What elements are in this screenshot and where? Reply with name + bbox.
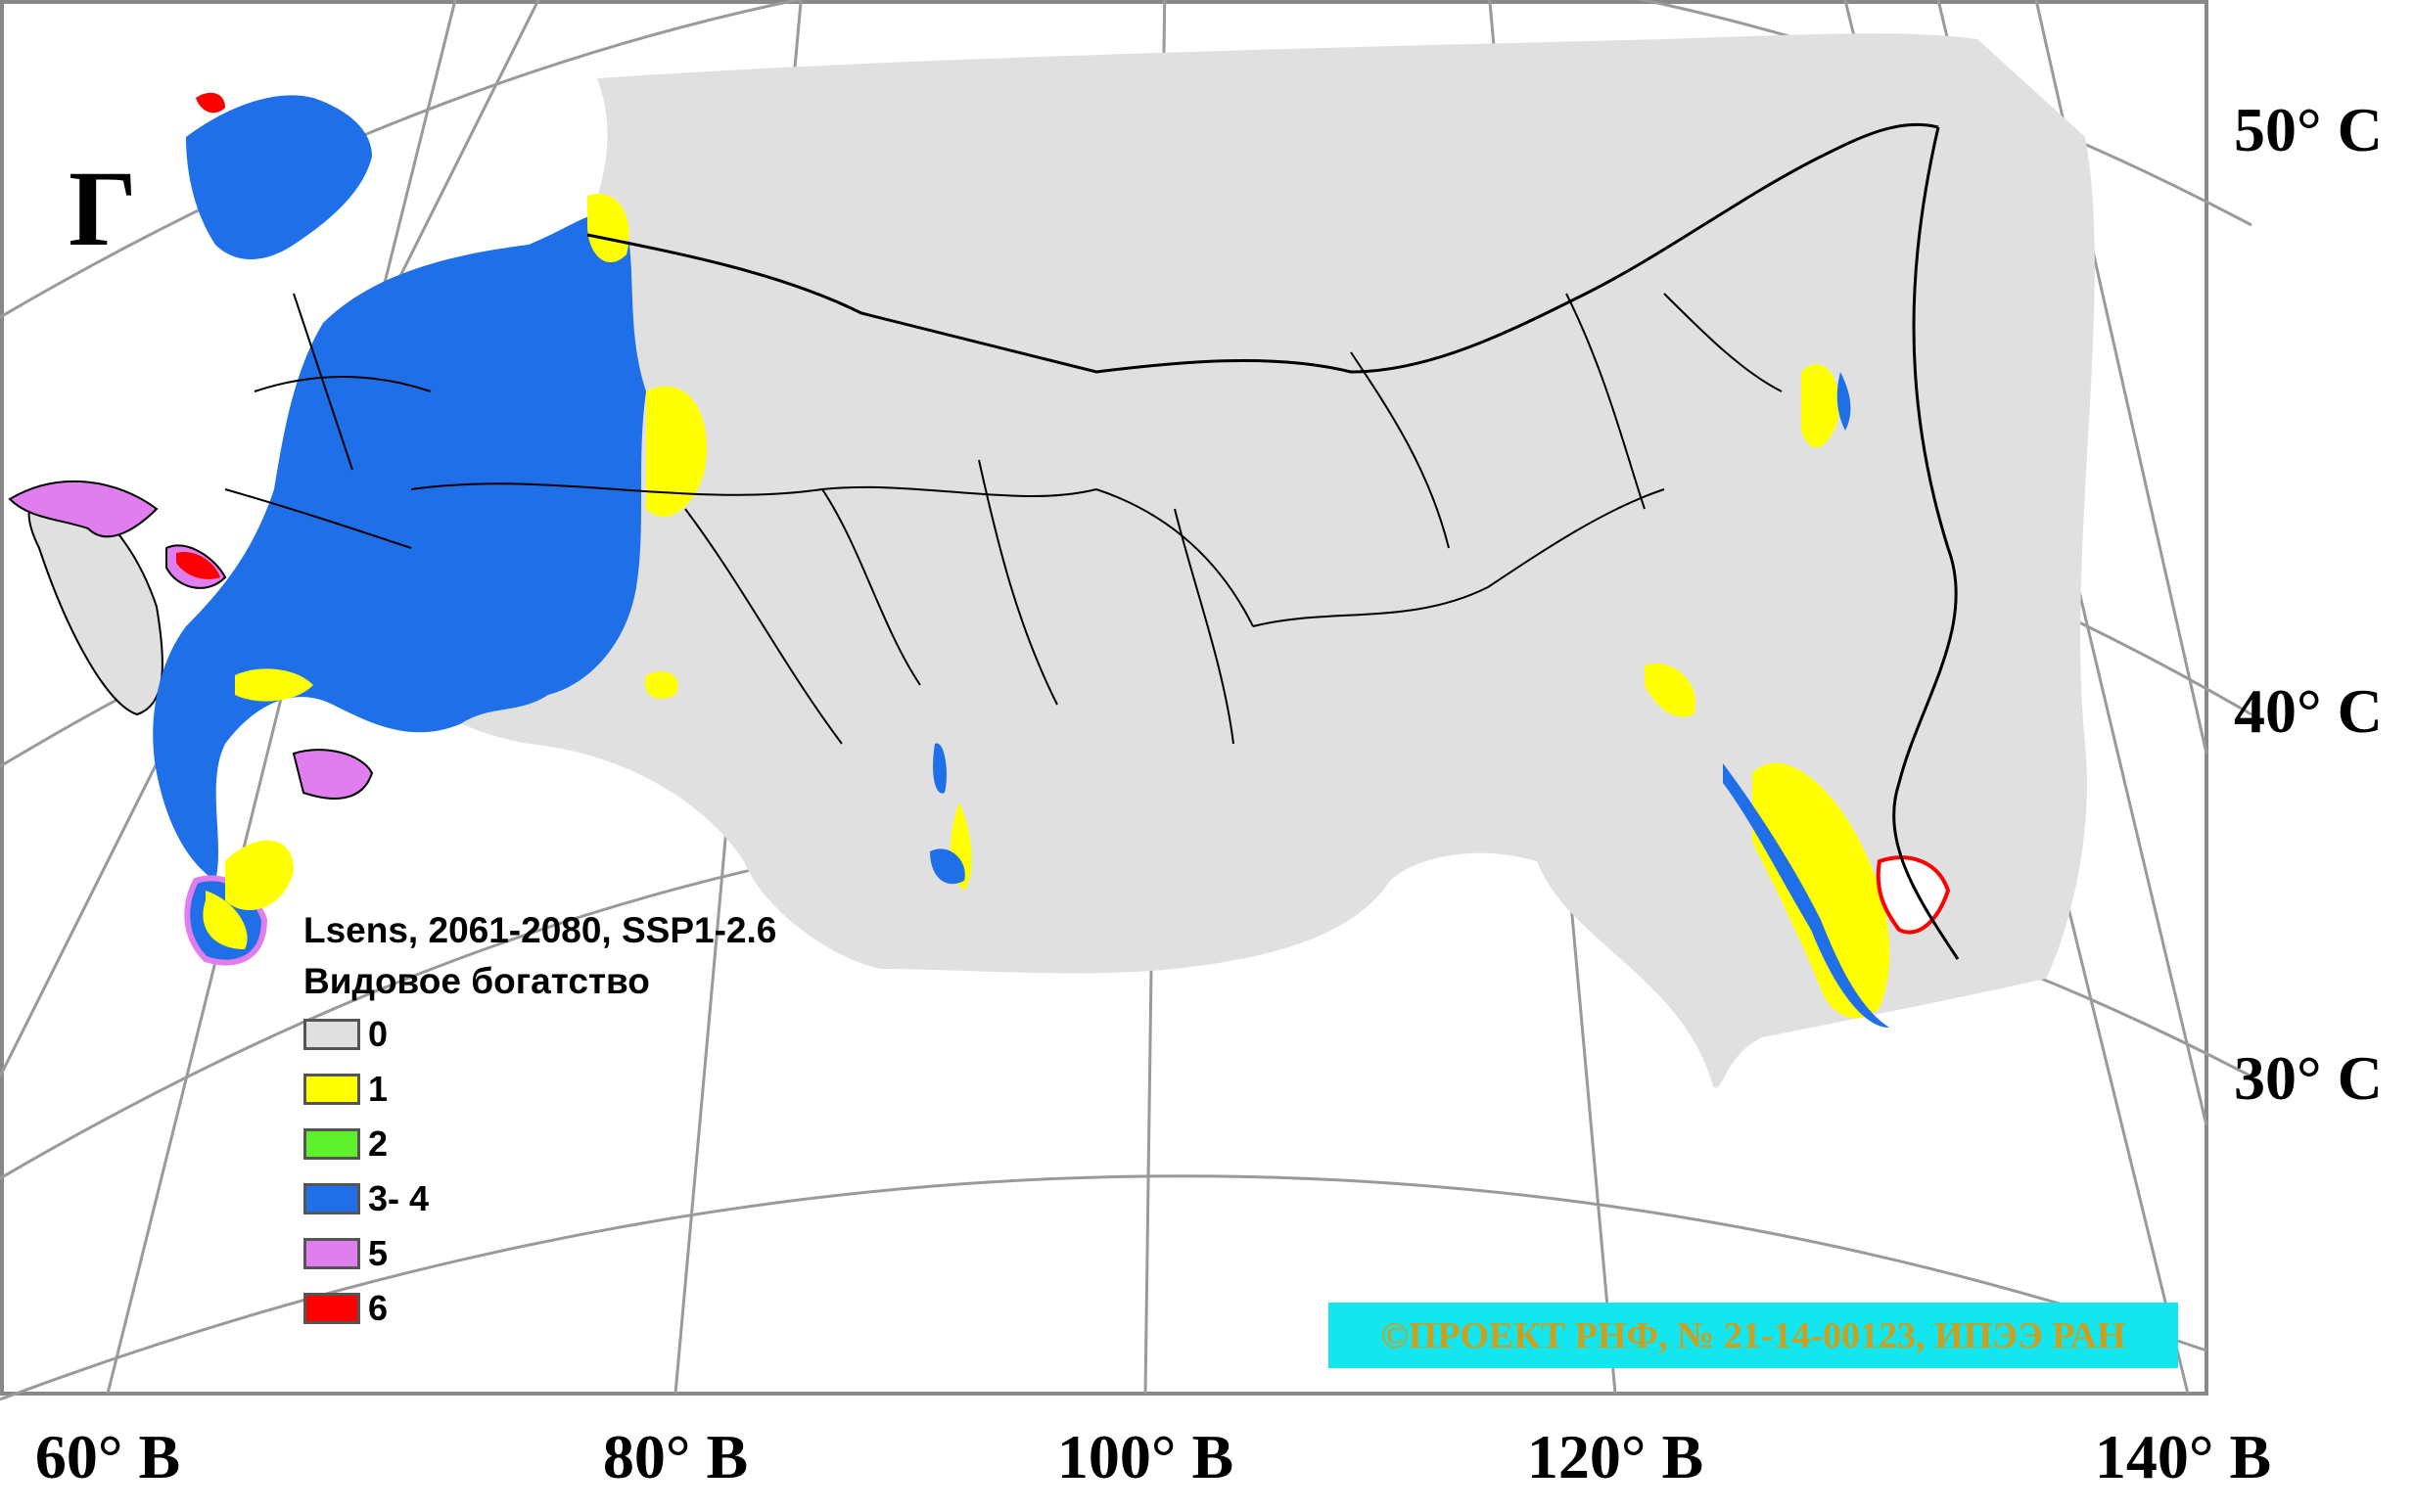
legend-title-scenario: Lsens, 2061-2080, SSP1-2.6 xyxy=(303,910,777,950)
legend-label-2: 2 xyxy=(368,1123,389,1164)
legend: Lsens, 2061-2080, SSP1-2.6 Видовое богат… xyxy=(303,905,776,1336)
copyright-banner: ©ПРОЕКТ РНФ, № 21-14-00123, ИПЭЭ РАН xyxy=(1328,1303,2178,1368)
legend-item-1: 1 xyxy=(303,1062,776,1117)
pacific-coastline xyxy=(1892,126,1960,960)
legend-item-3-4: 3- 4 xyxy=(303,1171,776,1226)
panel-letter: Г xyxy=(69,149,137,268)
legend-label-0: 0 xyxy=(368,1014,389,1054)
legend-item-0: 0 xyxy=(303,1007,776,1062)
region-richness-5-south xyxy=(292,749,374,800)
legend-item-2: 2 xyxy=(303,1117,776,1171)
legend-swatch-0 xyxy=(303,1019,360,1050)
longitude-label-140: 140° В xyxy=(2094,1422,2272,1491)
region-richness-3-4 xyxy=(153,212,646,882)
region-richness-6 xyxy=(176,552,220,579)
region-far-east-white xyxy=(1876,855,1951,935)
legend-label-5: 5 xyxy=(368,1233,389,1273)
legend-swatch-2 xyxy=(303,1128,360,1160)
region-richness-3-4-kola xyxy=(186,95,372,259)
legend-label-1: 1 xyxy=(368,1069,389,1109)
legend-label-6: 6 xyxy=(368,1288,389,1328)
regions-richness-1 xyxy=(203,194,1890,1019)
legend-swatch-5 xyxy=(303,1238,360,1269)
legend-title-richness: Видовое богатство xyxy=(303,961,650,1001)
legend-swatch-1 xyxy=(303,1074,360,1105)
legend-swatch-6 xyxy=(303,1293,360,1324)
region-richness-6-kola xyxy=(196,92,225,114)
map-border xyxy=(0,0,2208,1396)
regions-richness-3-4-east xyxy=(930,372,1889,1028)
longitude-label-120: 120° В xyxy=(1526,1422,1704,1491)
latitude-label-30: 30° С xyxy=(2234,1043,2383,1113)
legend-swatch-3-4 xyxy=(303,1183,360,1214)
region-richness-5 xyxy=(8,480,159,538)
latitude-label-50: 50° С xyxy=(2234,95,2383,164)
longitude-label-60: 60° В xyxy=(34,1422,181,1491)
legend-item-5: 5 xyxy=(303,1226,776,1281)
longitude-label-100: 100° В xyxy=(1056,1422,1234,1491)
latitude-label-40: 40° С xyxy=(2234,676,2383,746)
legend-item-6: 6 xyxy=(303,1281,776,1336)
longitude-label-80: 80° В xyxy=(602,1422,749,1491)
northern-coastline xyxy=(586,122,1939,374)
legend-label-3-4: 3- 4 xyxy=(368,1178,430,1218)
admin-borders xyxy=(224,293,1783,745)
